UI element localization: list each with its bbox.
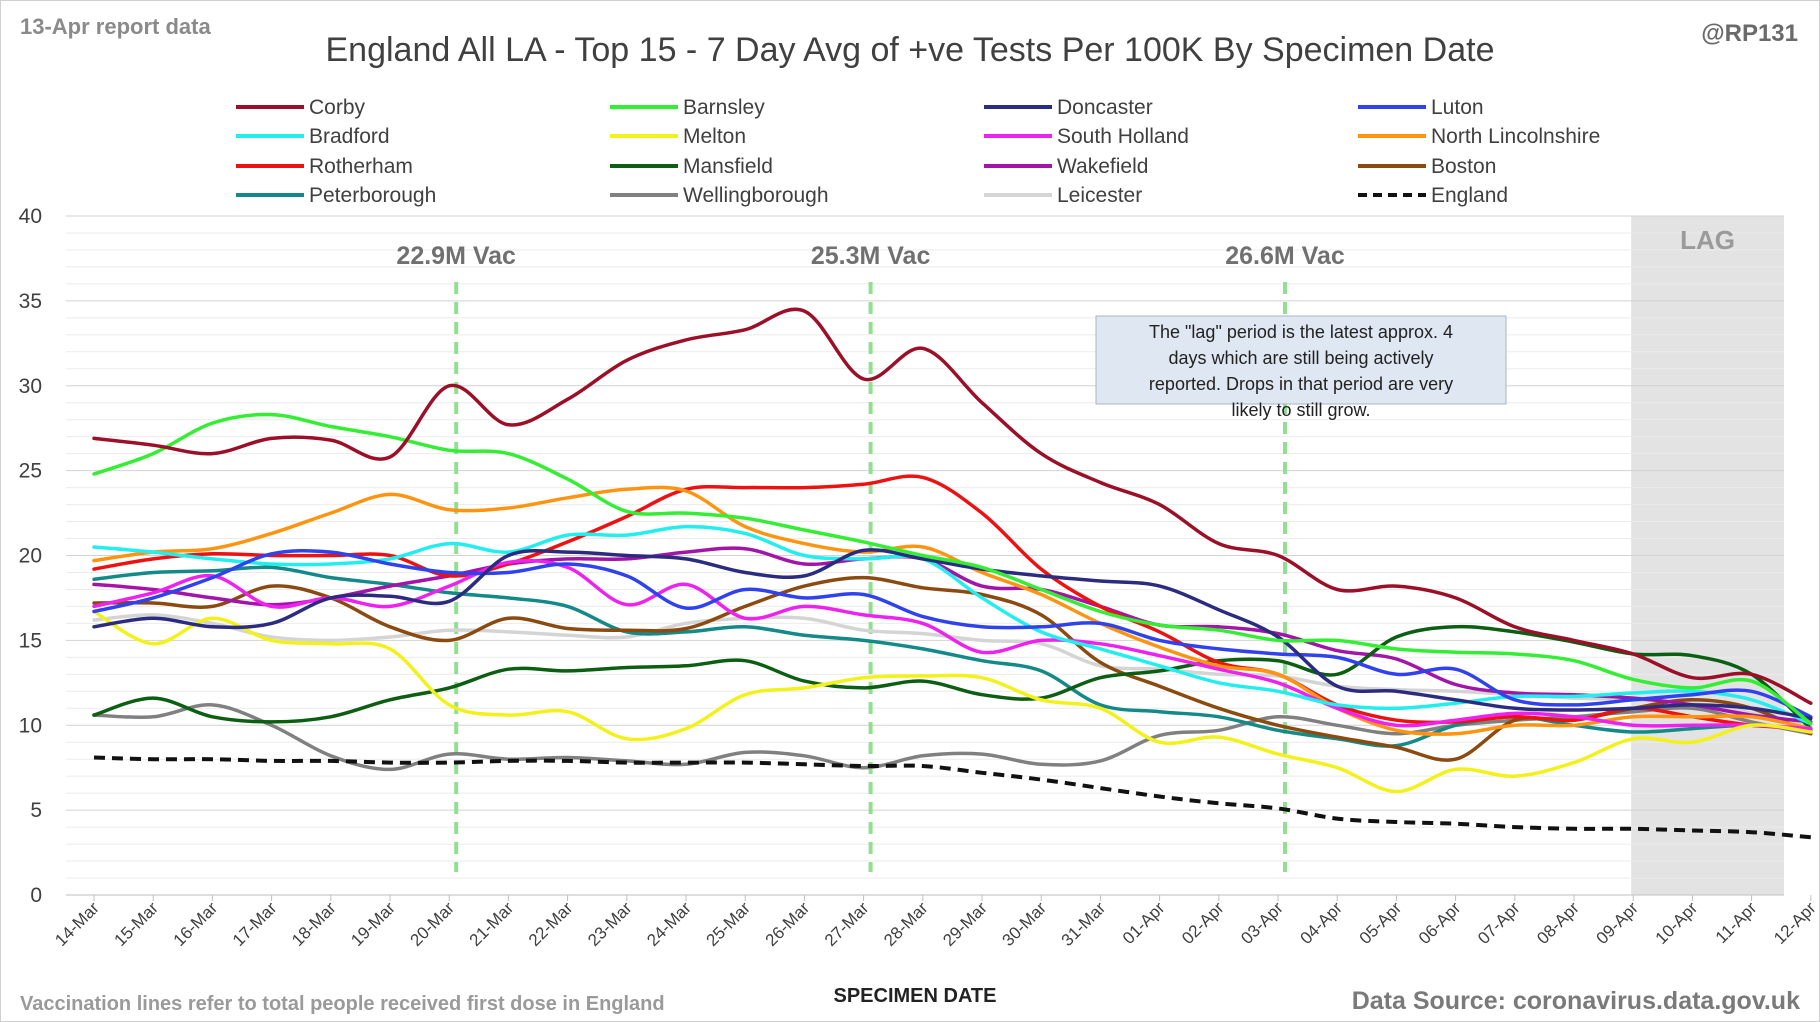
legend-label-corby: Corby bbox=[309, 96, 366, 119]
annotation-text: The "lag" period is the latest approx. 4… bbox=[1149, 322, 1453, 420]
annotation-box bbox=[1095, 315, 1507, 405]
legend-label-bradford: Bradford bbox=[309, 125, 390, 148]
y-axis: 0 5 10 15 20 25 30 35 40 bbox=[19, 205, 1784, 907]
y-tick-label: 40 bbox=[19, 205, 42, 228]
annotation-line: days which are still being actively bbox=[1168, 348, 1433, 368]
series-line-mansfield bbox=[92, 624, 1813, 731]
author-handle: @RP131 bbox=[1701, 20, 1798, 47]
legend-label-boston: Boston bbox=[1431, 155, 1496, 178]
series-line-wakefield bbox=[92, 546, 1813, 724]
legend-label-south-holland: South Holland bbox=[1057, 125, 1189, 148]
y-tick-label: 15 bbox=[19, 629, 42, 652]
series-line-doncaster bbox=[92, 548, 1813, 721]
legend-label-wellingborough: Wellingborough bbox=[683, 184, 829, 207]
series-line-south-holland bbox=[92, 558, 1813, 731]
vaccination-label: 22.9M Vac bbox=[396, 242, 516, 270]
series-line-luton bbox=[92, 548, 1813, 719]
y-tick-label: 10 bbox=[19, 714, 42, 737]
series-line-north-lincolnshire bbox=[92, 485, 1813, 736]
y-tick-label: 20 bbox=[19, 545, 42, 568]
annotation-line: likely to still grow. bbox=[1231, 400, 1370, 420]
annotation-line: reported. Drops in that period are very bbox=[1149, 374, 1453, 394]
legend-label-leicester: Leicester bbox=[1057, 184, 1142, 207]
series-line-england bbox=[93, 755, 1811, 840]
series-line-melton bbox=[92, 609, 1813, 794]
footer-note: Vaccination lines refer to total people … bbox=[20, 993, 665, 1015]
legend-label-barnsley: Barnsley bbox=[683, 96, 765, 119]
data-source: Data Source: coronavirus.data.gov.uk bbox=[1352, 987, 1800, 1015]
vaccination-label: 26.6M Vac bbox=[1225, 242, 1345, 270]
legend-label-north-lincolnshire: North Lincolnshire bbox=[1431, 125, 1600, 148]
legend-label-england: England bbox=[1431, 184, 1508, 207]
legend-label-doncaster: Doncaster bbox=[1057, 96, 1153, 119]
vaccination-label: 25.3M Vac bbox=[811, 242, 931, 270]
lag-annotation: The "lag" period is the latest approx. 4… bbox=[1095, 315, 1507, 420]
x-axis-title: SPECIMEN DATE bbox=[834, 985, 997, 1007]
vaccination-lines: 22.9M Vac 25.3M Vac 26.6M Vac bbox=[396, 242, 1345, 872]
series-line-barnsley bbox=[92, 412, 1813, 726]
series-line-boston bbox=[92, 575, 1813, 762]
series-line-corby bbox=[92, 307, 1813, 705]
series-lines bbox=[92, 307, 1813, 840]
y-tick-label: 30 bbox=[19, 375, 42, 398]
legend-label-melton: Melton bbox=[683, 125, 746, 148]
y-tick-label: 25 bbox=[19, 460, 42, 483]
legend-label-rotherham: Rotherham bbox=[309, 155, 413, 178]
annotation-line: The "lag" period is the latest approx. 4 bbox=[1149, 322, 1453, 342]
series-line-rotherham bbox=[92, 474, 1813, 731]
legend-label-luton: Luton bbox=[1431, 96, 1484, 119]
series-line-bradford bbox=[92, 524, 1813, 726]
legend: Corby Barnsley Doncaster Luton Bradford Melto… bbox=[236, 96, 1600, 207]
y-tick-label: 5 bbox=[30, 799, 42, 822]
chart-title: England All LA - Top 15 - 7 Day Avg of +… bbox=[326, 31, 1495, 69]
lag-label: LAG bbox=[1680, 225, 1735, 255]
report-date-label: 13-Apr report data bbox=[20, 14, 211, 39]
y-tick-label: 0 bbox=[30, 884, 42, 907]
legend-label-mansfield: Mansfield bbox=[683, 155, 773, 178]
y-tick-label: 35 bbox=[19, 290, 42, 313]
legend-label-peterborough: Peterborough bbox=[309, 184, 436, 207]
legend-label-wakefield: Wakefield bbox=[1057, 155, 1148, 178]
